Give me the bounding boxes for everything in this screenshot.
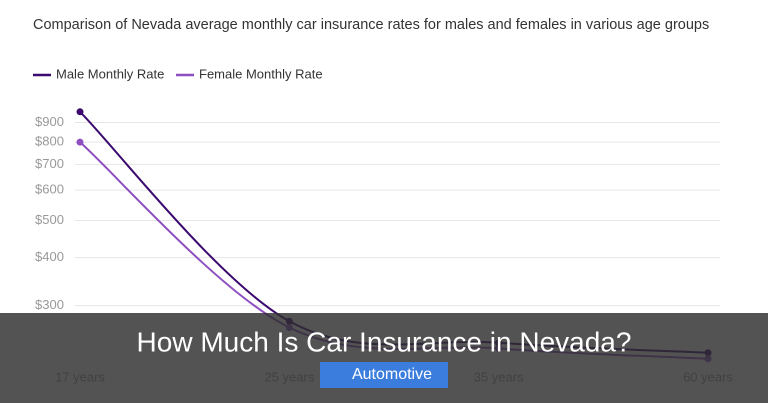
y-tick-label: $900 [35, 114, 64, 129]
banner-title: How Much Is Car Insurance in Nevada? [137, 326, 632, 357]
y-tick-label: $800 [35, 134, 64, 149]
point [76, 108, 84, 116]
legend-label: Male Monthly Rate [56, 66, 164, 81]
y-tick-label: $700 [35, 156, 64, 171]
chart-title: Comparison of Nevada average monthly car… [33, 17, 709, 33]
banner: How Much Is Car Insurance in Nevada? Aut… [0, 313, 768, 403]
tag[interactable]: Automotive [352, 366, 432, 383]
y-tick-label: $400 [35, 249, 64, 264]
tag-background[interactable] [320, 362, 448, 388]
legend-label: Female Monthly Rate [199, 66, 323, 81]
point [76, 138, 84, 146]
y-tick-label: $300 [35, 297, 64, 312]
legend: Male Monthly Rate Female Monthly Rate [33, 66, 323, 81]
y-tick-label: $600 [35, 182, 64, 197]
y-tick-label: $500 [35, 212, 64, 227]
